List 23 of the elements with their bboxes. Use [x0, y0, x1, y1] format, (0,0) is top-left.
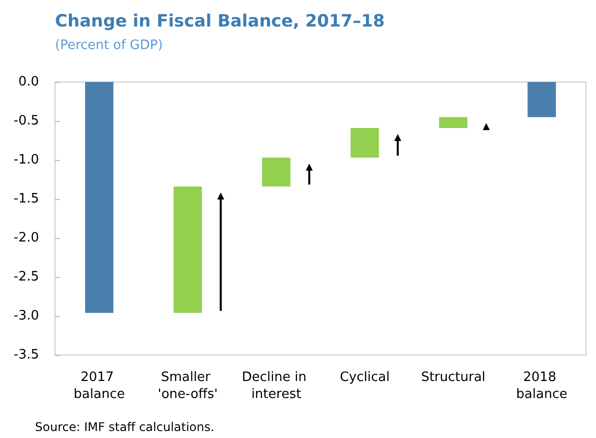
bar: [85, 82, 114, 313]
bar: [262, 158, 290, 187]
x-tick-label: Structural: [421, 370, 486, 385]
x-tick-label: Smaller 'one-offs': [158, 370, 218, 402]
x-tick-label: Decline in interest: [242, 370, 311, 402]
y-tick-label: -2.5: [14, 270, 39, 284]
y-tick-label: -3.0: [14, 308, 39, 324]
chart-title: Change in Fiscal Balance, 2017–18: [55, 12, 385, 32]
x-tick-label: 2017 balance: [74, 370, 125, 402]
x-tick-label: 2018 balance: [516, 370, 568, 402]
y-tick-label: -2.0: [14, 230, 39, 246]
bar: [350, 128, 379, 158]
y-tick-label: -3.5: [14, 348, 39, 362]
y-tick-label: -0.5: [14, 114, 39, 128]
chart-subtitle: (Percent of GDP): [55, 38, 163, 53]
y-tick-label: -1.0: [14, 152, 39, 168]
bar: [439, 117, 468, 128]
x-tick-label: Cyclical: [340, 370, 390, 385]
source-note: Source: IMF staff calculations.: [35, 420, 214, 434]
bar: [528, 82, 556, 118]
y-tick-label: 0.0: [18, 74, 39, 90]
bar: [174, 186, 202, 313]
y-tick-label: -1.5: [14, 192, 39, 206]
